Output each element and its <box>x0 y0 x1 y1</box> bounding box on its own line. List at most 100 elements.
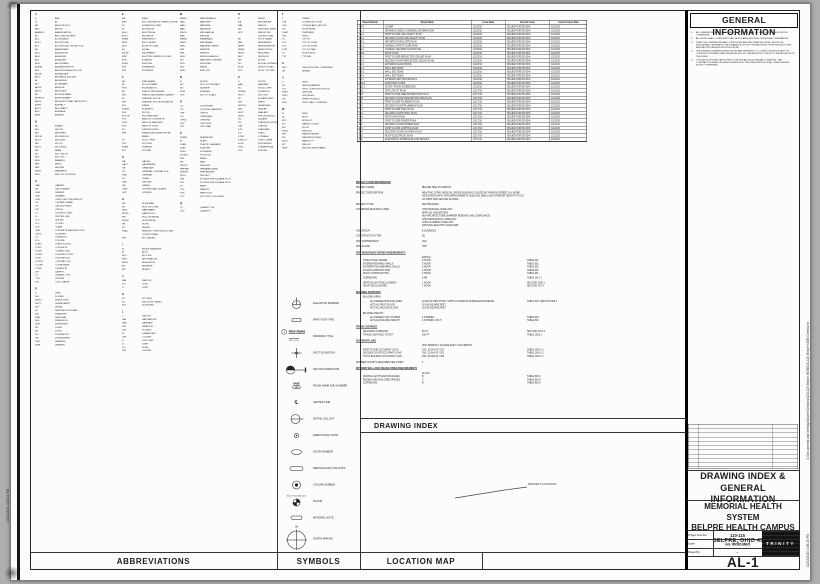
abbr-key: FLASH <box>122 107 130 110</box>
index-sheet-name: OVERALL SECOND FLOOR PLAN <box>383 47 472 52</box>
abbr-row: DIA DIAMETER <box>35 312 119 315</box>
abbr-row: KO KNOCKOUT PANEL <box>122 300 178 303</box>
field-value: - <box>736 549 739 555</box>
index-current-issue-date: 12/22/10 <box>549 74 587 78</box>
abbr-key: PREFIN <box>180 170 189 174</box>
code-info-value: B <box>422 375 424 378</box>
abbr-row: WSCT WAINSCOT <box>282 140 357 143</box>
abbr-row: ADJT ADJUSTABLE <box>35 62 119 65</box>
abbr-definition: ON CENTER <box>200 104 213 108</box>
trinity-logo: TRINITY <box>762 530 799 556</box>
code-info-value: 23,000 SF PER STORY / WITH AUTOMATIC SPR… <box>422 300 495 303</box>
abbr-key: PTD <box>180 187 185 191</box>
abbr-definition: ROUGH OPENING <box>258 61 277 65</box>
index-current-issue: ISSUED FOR DD-50% <box>505 77 550 82</box>
abbr-key: EL <box>122 27 125 30</box>
abbr-row: CW COLD WATER <box>35 281 119 284</box>
abbr-definition: LEVEL <box>142 345 149 349</box>
abbr-key: HORIZ <box>122 219 129 222</box>
abbr-key: DISP <box>35 322 41 326</box>
abbr-definition: MASONRY OPENING <box>200 58 222 61</box>
abbr-key: STOR <box>238 135 245 138</box>
abbr-key: OD <box>180 107 184 111</box>
abbr-definition: WEIGHT <box>302 143 311 146</box>
abbr-key: CTR <box>35 277 40 280</box>
index-issue-date: 12/22/10 <box>471 58 506 63</box>
index-header-cell: Sheet Name <box>383 20 472 25</box>
abbr-definition: LIVE LOAD <box>142 338 154 342</box>
abbr-definition: COMPOSITION <box>55 242 71 246</box>
abbr-definition: VAPOR BARRIER <box>302 83 320 87</box>
general-note: 5. TYPICAL NOTES INDICATE ITEMS TO BE INS… <box>691 58 797 66</box>
abbr-key: RM <box>238 58 242 61</box>
abbr-key: GALV <box>122 163 128 166</box>
index-sheet-number: AL-1 <box>357 28 384 33</box>
abbr-definition: METAL <box>200 65 208 68</box>
abbr-key: DN <box>35 326 39 329</box>
code-info-value: YES <box>422 245 427 248</box>
code-info-value: 0 HR <box>422 276 428 280</box>
abbr-definition: EXHAUST <box>142 58 153 61</box>
abbr-definition: PERIMETER <box>200 136 213 139</box>
abbr-definition: CATCH BASIN <box>55 187 70 190</box>
index-current-issue-date: 12/22/10 <box>549 25 587 29</box>
abbr-row: RM ROOM <box>238 58 280 61</box>
revision-desc-cell <box>699 441 773 446</box>
abbr-row: COL COLUMN <box>35 239 119 242</box>
abbr-key: D <box>35 291 37 295</box>
abbr-row: ABBREV ABBREVIATION <box>35 31 119 34</box>
abbr-row: SHTHG SHEATHING <box>238 104 280 107</box>
code-info-label: ACTUAL BUILDING HEIGHT <box>370 319 400 322</box>
code-info-label: ROOF CONSTRUCTION <box>363 271 389 275</box>
code-info-label: INTERIOR WALL AND CEILING FINISH REQUIRE… <box>356 367 417 370</box>
index-current-issue: ISSUED FOR DD-50% <box>505 81 550 85</box>
abbr-row: FOC FACE OF CONCRETE <box>122 118 178 121</box>
door-number-icon <box>280 448 313 455</box>
index-sheet-name: COVER <box>383 25 472 29</box>
abbr-key: ACC <box>35 37 40 41</box>
abbr-section-letter: J <box>122 274 124 278</box>
abbr-row: RTU ROOF TOP UNIT <box>238 69 280 72</box>
revision-desc-cell <box>699 437 773 441</box>
general-note-text: THE DETAILED DRAWINGS AND NOTES ARE INTE… <box>696 49 795 58</box>
abbr-definition: JANITOR <box>142 278 152 282</box>
abbr-key: BD <box>35 124 39 128</box>
abbr-row: HDW HARDWARE <box>122 209 178 212</box>
abbr-key: THK <box>282 34 287 37</box>
abbr-definition: REFRIGERATOR <box>258 44 276 48</box>
abbr-row: LAM LAMINATE <box>122 322 178 325</box>
abbr-key: HW <box>122 236 126 239</box>
tb-line-1 <box>687 469 799 471</box>
code-info-row: PROJECT CODE INFORMATION <box>356 181 608 184</box>
abbr-key: TOW <box>282 48 288 51</box>
code-info-reference: TABLE 503 <box>527 316 539 319</box>
symbols-panel: ELEVATION MARKER PARTITION TYPE 1 View Name… <box>280 295 358 550</box>
code-info-value: NEW BUILDING <box>422 203 439 206</box>
abbr-definition: MINIMUM <box>200 48 210 51</box>
abbr-key: WWF <box>282 146 288 150</box>
index-sheet-name: DOOR / ROOM SCHEDULES <box>383 85 472 89</box>
abbr-key: TEL <box>282 27 287 30</box>
code-info-value: 1 HOUR <box>422 284 431 288</box>
symbol-row: 100'-0" View Elevation DATUM <box>280 493 358 510</box>
abbr-row: BOT BOTTOM <box>35 156 119 159</box>
abbr-key: OC <box>180 104 184 108</box>
abbr-definition: BUILDING <box>55 138 66 141</box>
index-current-issue: ISSUED FOR DD-50% <box>505 103 550 108</box>
index-sheet-number: H-2 <box>357 111 384 115</box>
abbr-row: INV INVERT <box>122 268 178 271</box>
abbr-row: BM BEAM <box>35 149 119 152</box>
index-row: AL-1 DRAWING INDEX & GENERAL INFORMATION 1… <box>357 28 587 33</box>
abbr-definition: NOMINAL <box>200 90 211 93</box>
revision-row-empty <box>688 441 798 446</box>
abbr-definition: GYPSUM WALL BOARD <box>142 187 167 190</box>
abbr-row: SS STAINLESS STEEL <box>238 121 280 124</box>
abbr-definition: OUTSIDE DIAMETER <box>200 107 222 111</box>
index-row: A10-1 PARTITION TYPES 12/22/10 ISSUED FOR D… <box>357 81 587 85</box>
abbr-row: VIF VERIFY IN FIELD <box>282 98 357 101</box>
abbr-row: VB VAPOR BARRIER <box>282 84 357 87</box>
index-current-issue: ISSUED FOR DD-50% <box>505 126 550 130</box>
abbr-definition: CEILING <box>55 218 64 221</box>
abbr-row: SYM SYMMETRICAL <box>238 145 280 148</box>
abbr-row: BET BETWEEN <box>35 132 119 135</box>
